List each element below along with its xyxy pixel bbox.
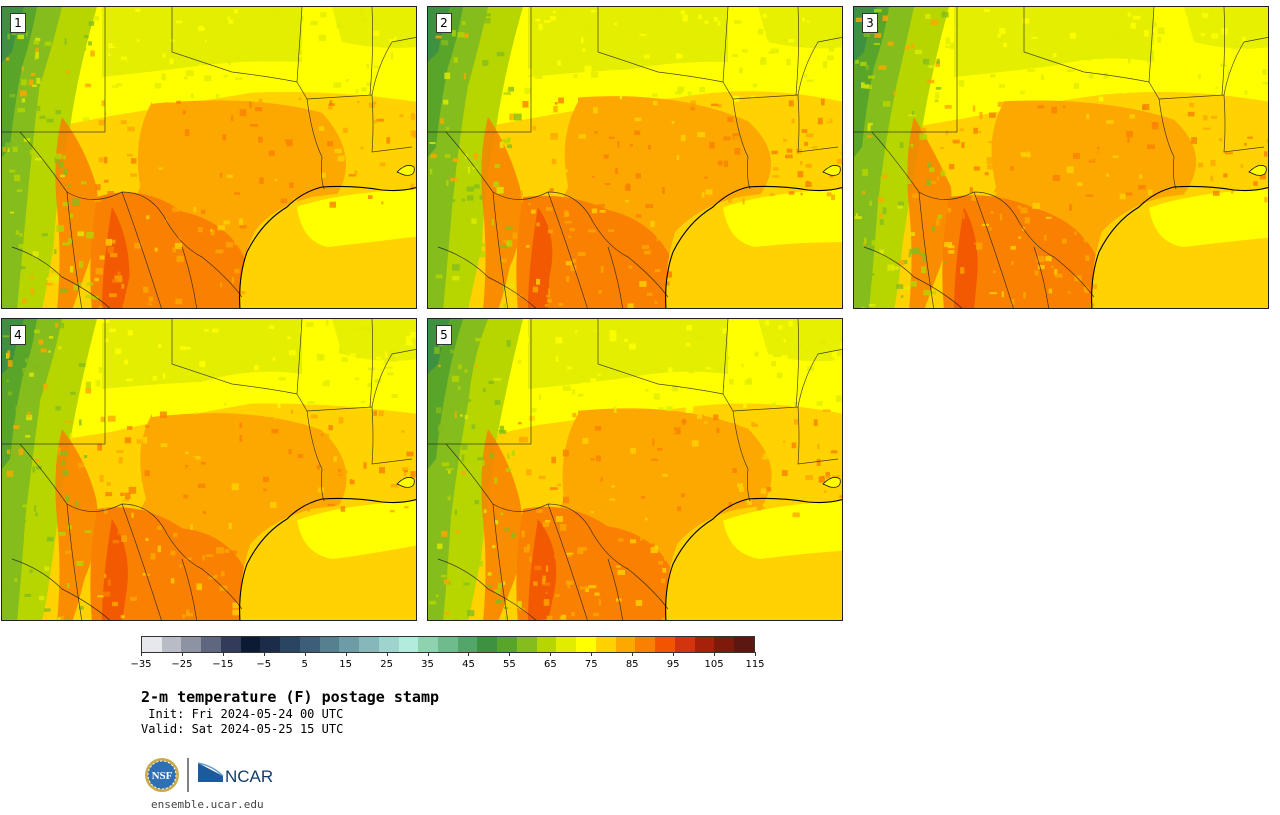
map-panel-5: 5 (427, 318, 843, 621)
colorbar-tick (304, 652, 306, 656)
ncar-logo-icon: NCAR (197, 762, 273, 786)
figure-title: 2-m temperature (F) postage stamp (141, 688, 440, 706)
colorbar-tick (468, 652, 470, 656)
panel-number: 2 (436, 13, 452, 33)
colorbar-cell (220, 637, 241, 652)
colorbar-cell (378, 637, 399, 652)
colorbar-cell (556, 637, 577, 652)
colorbar-tick (673, 652, 675, 656)
colorbar-tick (755, 652, 756, 656)
colorbar-tick-label: 35 (421, 659, 434, 670)
colorbar-tick-label: 55 (503, 659, 516, 670)
colorbar-cell (477, 637, 498, 652)
colorbar-tick (714, 652, 716, 656)
colorbar-cell (240, 637, 261, 652)
svg-text:NCAR: NCAR (225, 767, 273, 786)
colorbar-cell (142, 637, 162, 652)
map-panel-2: 2 (427, 6, 843, 309)
colorbar-tick (550, 652, 552, 656)
colorbar-cell (181, 637, 202, 652)
colorbar-cell (595, 637, 616, 652)
colorbar-tick-label: 105 (704, 659, 724, 670)
colorbar-cell (615, 637, 636, 652)
colorbar-cell (694, 637, 715, 652)
colorbar-cell (536, 637, 557, 652)
colorbar-tick-label: −35 (130, 659, 152, 670)
colorbar-cell (418, 637, 439, 652)
nsf-logo-icon: NSF (145, 758, 179, 792)
logos: NSF NCAR (143, 756, 283, 794)
site-url: ensemble.ucar.edu (151, 798, 264, 811)
colorbar-tick (263, 652, 265, 656)
colorbar-tick (632, 652, 634, 656)
colorbar-tick (509, 652, 511, 656)
colorbar-tick-label: 25 (380, 659, 393, 670)
colorbar-cell (260, 637, 281, 652)
colorbar-cell (576, 637, 596, 652)
colorbar-tick-label: 15 (339, 659, 353, 670)
init-time: Init: Fri 2024-05-24 00 UTC (141, 707, 344, 721)
valid-time: Valid: Sat 2024-05-25 15 UTC (141, 722, 344, 736)
colorbar-tick-label: 95 (666, 659, 680, 670)
colorbar-cell (299, 637, 320, 652)
colorbar-tick (591, 652, 593, 656)
colorbar-cell (280, 637, 300, 652)
colorbar-cell (655, 637, 675, 652)
colorbar-cell (516, 637, 537, 652)
map-panel-4: 4 (1, 318, 417, 621)
colorbar (141, 636, 755, 653)
colorbar-tick-label: 5 (301, 659, 308, 670)
colorbar-tick (222, 652, 224, 656)
panel-number: 1 (10, 13, 26, 33)
colorbar-cell (674, 637, 695, 652)
colorbar-tick-label: 75 (584, 659, 598, 670)
colorbar-cell (734, 637, 754, 652)
colorbar-tick-label: 115 (745, 659, 765, 670)
colorbar-tick-label: 45 (462, 659, 475, 670)
colorbar-cell (635, 637, 656, 652)
colorbar-cell (359, 637, 379, 652)
colorbar-tick (427, 652, 429, 656)
colorbar-tick-label: 65 (543, 659, 557, 670)
colorbar-cell (457, 637, 478, 652)
colorbar-tick (181, 652, 183, 656)
colorbar-tick-labels: −35 −25 −15 −5 5 15 25 35 45 55 65 75 85 95 105 115 (130, 652, 765, 672)
map-panel-3: 3 (853, 6, 1269, 309)
colorbar-cell (161, 637, 182, 652)
svg-text:NSF: NSF (152, 770, 173, 782)
panel-number: 3 (862, 13, 878, 33)
colorbar-cell (398, 637, 419, 652)
panel-number: 4 (10, 325, 26, 345)
map-panel-1: 1 (1, 6, 417, 309)
colorbar-cell (319, 637, 340, 652)
colorbar-tick (386, 652, 388, 656)
colorbar-tick (345, 652, 347, 656)
colorbar-cell (201, 637, 221, 652)
colorbar-tick-label: −5 (256, 659, 272, 670)
colorbar-cell (497, 637, 517, 652)
colorbar-cell (339, 637, 360, 652)
panel-number: 5 (436, 325, 452, 345)
colorbar-cell (438, 637, 458, 652)
colorbar-tick-label: −25 (171, 659, 193, 670)
colorbar-cell (714, 637, 735, 652)
colorbar-tick-label: 85 (625, 659, 639, 670)
colorbar-tick (141, 652, 142, 656)
colorbar-tick-label: −15 (212, 659, 234, 670)
